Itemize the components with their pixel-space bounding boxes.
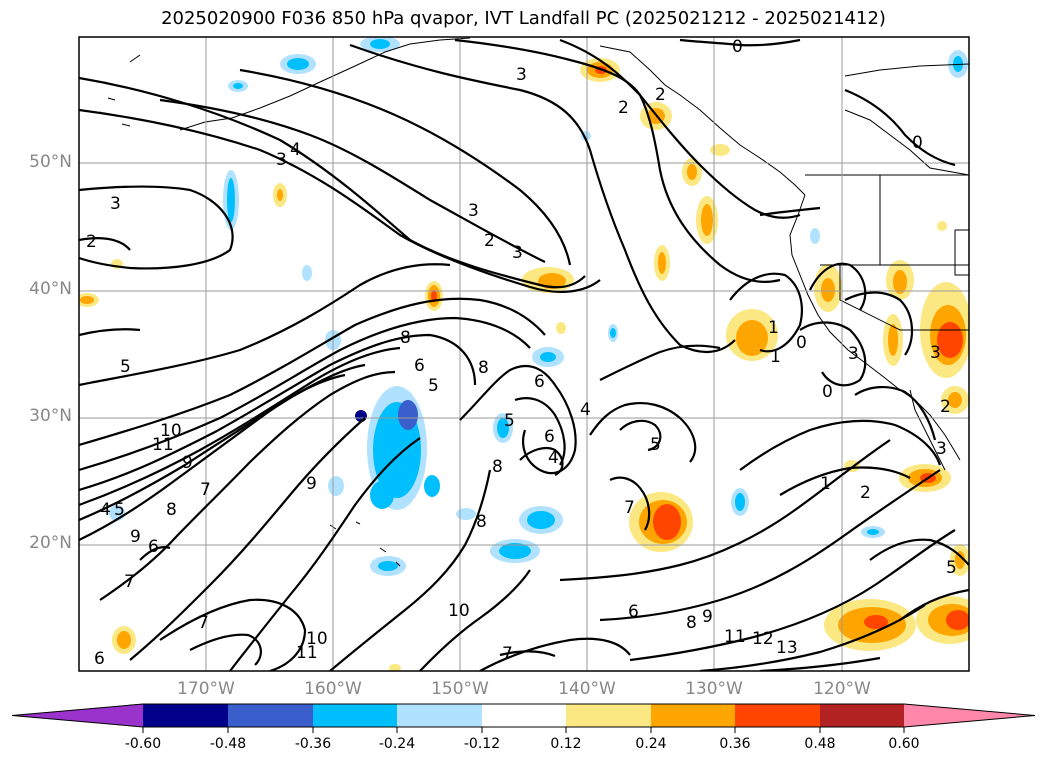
- colorbar-tick-label: 0.12: [550, 736, 582, 752]
- contour-label: 8: [166, 500, 177, 520]
- contour-label: 2: [940, 397, 951, 417]
- contour-label: 0: [732, 37, 743, 57]
- contour-label: 6: [628, 602, 639, 622]
- colorbar-tick-label: 0.24: [635, 736, 667, 752]
- colorbar-tick-label: -0.24: [378, 736, 416, 752]
- contour-label: 4: [580, 400, 591, 420]
- contour-label: 3: [276, 150, 287, 170]
- lat-label: 20°N: [29, 533, 72, 553]
- contour-label: 11: [152, 435, 174, 455]
- contour-label: 3: [110, 194, 121, 214]
- contour-label: 8: [492, 457, 503, 477]
- lon-label: 120°W: [813, 679, 871, 699]
- contour-label: 10: [448, 601, 470, 621]
- colorbar-tick-label: -0.60: [124, 736, 162, 752]
- contour-label: 2: [86, 232, 97, 252]
- contour-label: 10: [306, 629, 328, 649]
- lon-label: 170°W: [177, 679, 235, 699]
- colorbar-tick-label: -0.12: [463, 736, 501, 752]
- gridlines: [79, 37, 969, 671]
- negative-anomaly-areas: [109, 37, 968, 576]
- contour-label: 1: [770, 347, 781, 367]
- contour-label: 8: [686, 613, 697, 633]
- contour-label: 7: [198, 613, 209, 633]
- contour-label: 6: [544, 427, 555, 447]
- contour-label: 3: [848, 344, 859, 364]
- contour-label: 5: [114, 500, 125, 520]
- contour-label: 3: [516, 65, 527, 85]
- contour-label: 3: [930, 343, 941, 363]
- map-plot-area: [79, 37, 969, 671]
- contour-label: 0: [822, 382, 833, 402]
- lon-label: 160°W: [304, 679, 362, 699]
- contour-label: 11: [724, 627, 746, 647]
- contour-label: 5: [504, 411, 515, 431]
- contour-label: 9: [702, 607, 713, 627]
- contour-label: 1: [768, 318, 779, 338]
- contour-label: 1: [820, 474, 831, 494]
- contour-label: 5: [428, 376, 439, 396]
- contour-label: 7: [624, 498, 635, 518]
- ivt-contours: [79, 38, 969, 671]
- contour-label: 8: [478, 358, 489, 378]
- contour-label: 7: [502, 644, 513, 664]
- contour-label: 5: [946, 558, 957, 578]
- contour-label: 3: [512, 243, 523, 263]
- map-frame: [78, 36, 970, 672]
- contour-label: 8: [400, 328, 411, 348]
- lon-label: 130°W: [685, 679, 743, 699]
- contour-label: 9: [182, 453, 193, 473]
- contour-label: 10: [160, 421, 182, 441]
- contour-label: 7: [124, 572, 135, 592]
- colorbar-tick-label: 0.48: [804, 736, 836, 752]
- contour-label: 0: [796, 333, 807, 353]
- contour-label: 12: [752, 629, 774, 649]
- contour-label: 0: [912, 133, 923, 153]
- contour-label: 9: [130, 527, 141, 547]
- contour-label: 5: [120, 357, 131, 377]
- lat-label: 30°N: [29, 406, 72, 426]
- contour-label: 2: [655, 85, 666, 105]
- colorbar-extend-low: [12, 704, 143, 727]
- contour-label: 4: [100, 500, 111, 520]
- contour-label: 4: [548, 448, 559, 468]
- lon-label: 150°W: [431, 679, 489, 699]
- colorbar: [11, 703, 1036, 733]
- lat-label: 40°N: [29, 279, 72, 299]
- contour-label: 3: [468, 201, 479, 221]
- coastlines: [99, 37, 969, 567]
- colorbar-tick-label: -0.48: [209, 736, 247, 752]
- contour-label: 5: [650, 435, 661, 455]
- contour-label: 2: [484, 231, 495, 251]
- contour-label: 6: [148, 537, 159, 557]
- contour-label: 6: [534, 372, 545, 392]
- contour-label: 7: [200, 480, 211, 500]
- contour-label: 4: [290, 140, 301, 160]
- lat-label: 50°N: [29, 152, 72, 172]
- contour-label: 9: [306, 474, 317, 494]
- colorbar-tick-label: 0.60: [888, 736, 920, 752]
- contour-label: 6: [94, 649, 105, 669]
- colorbar-extend-high: [904, 704, 1035, 727]
- contour-label: 2: [860, 483, 871, 503]
- contour-label: 6: [414, 356, 425, 376]
- colorbar-tick-label: -0.36: [294, 736, 332, 752]
- colorbar-tick-label: 0.36: [719, 736, 751, 752]
- contour-label: 13: [776, 638, 798, 658]
- contour-label: 2: [618, 98, 629, 118]
- lon-label: 140°W: [558, 679, 616, 699]
- contour-label: 3: [936, 439, 947, 459]
- contour-label: 11: [296, 643, 318, 663]
- map-title: 2025020900 F036 850 hPa qvapor, IVT Land…: [161, 8, 886, 29]
- contour-label: 8: [476, 512, 487, 532]
